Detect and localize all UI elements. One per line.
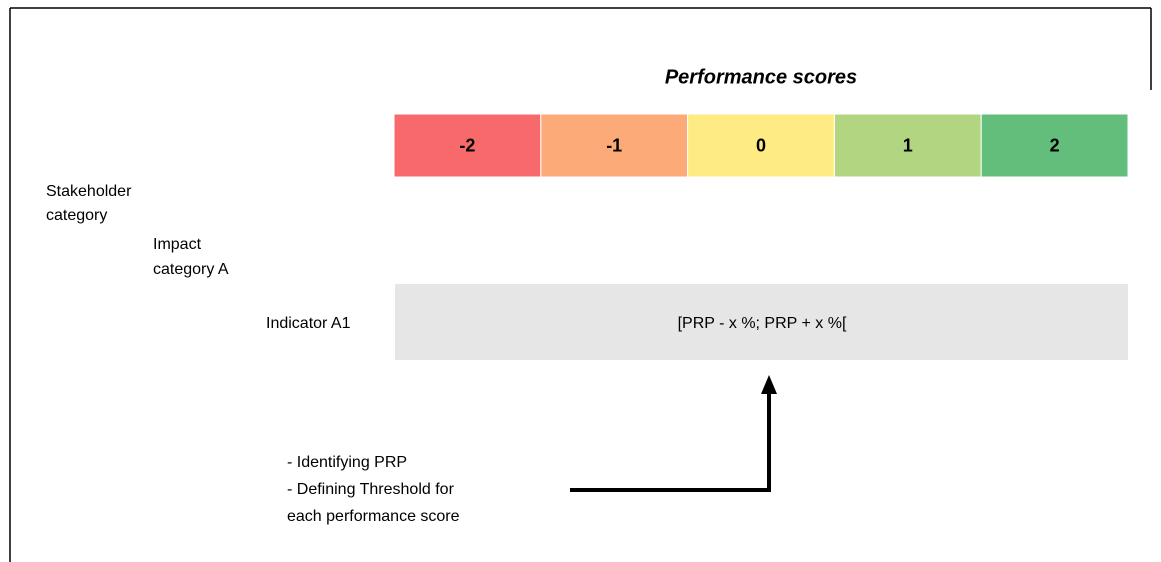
score-cell: [393, 113, 542, 178]
score-label: 0: [756, 135, 766, 155]
score-cell: [833, 113, 982, 178]
note-line: - Identifying PRP: [287, 454, 407, 471]
score-label: 1: [903, 135, 913, 155]
impact-line: Impact: [153, 236, 202, 253]
stakeholder-line: Stakeholder: [46, 183, 132, 200]
arrow-line: [570, 392, 771, 492]
score-cell: [980, 113, 1129, 178]
score-cell: [540, 113, 689, 178]
score-cell: [687, 113, 835, 178]
score-label: -2: [459, 135, 475, 155]
score-scale: -2 -1 0 1 2: [393, 113, 1129, 178]
note-line: - Defining Threshold for: [287, 481, 455, 498]
indicator-label: Indicator A1: [266, 315, 351, 332]
stakeholder-line: category: [46, 207, 107, 224]
range-label: [PRP - x %; PRP + x %[: [678, 315, 847, 332]
impact-line: category A: [153, 261, 229, 278]
score-label: -1: [606, 135, 622, 155]
score-label: 2: [1050, 135, 1060, 155]
note-line: each performance score: [287, 508, 460, 525]
frame: [9, 7, 1152, 562]
range-box: [395, 284, 1128, 360]
arrow-head: [761, 375, 777, 394]
title: Performance scores: [665, 66, 857, 88]
